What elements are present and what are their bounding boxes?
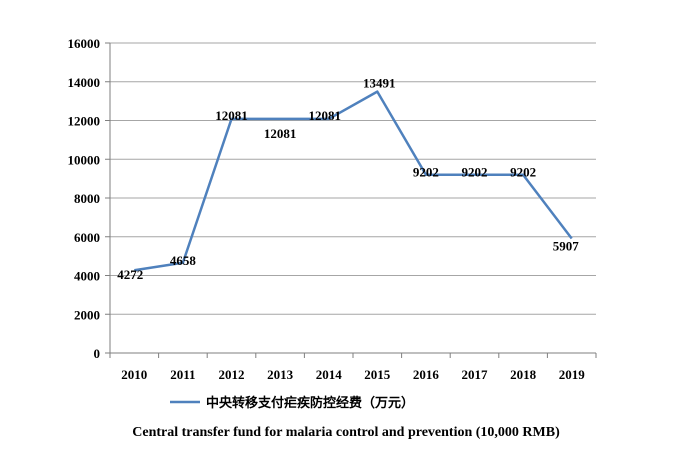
legend: 中央转移支付疟疾防控经费（万元） — [170, 395, 414, 411]
chart-caption: Central transfer fund for malaria contro… — [132, 425, 560, 440]
legend-label: 中央转移支付疟疾防控经费（万元） — [206, 395, 414, 411]
y-tick-label: 4000 — [74, 269, 100, 284]
y-tick-label: 14000 — [68, 75, 101, 90]
x-tick-label: 2010 — [121, 367, 147, 382]
y-tick-label: 12000 — [68, 114, 101, 129]
y-tick-label: 0 — [94, 346, 101, 361]
data-labels: 4272 4658 12081 12081 12081 13491 9202 9202 9202… — [117, 76, 579, 283]
y-axis-ticks: 0 2000 4000 6000 8000 10000 12000 14000 16000 — [68, 36, 110, 361]
y-tick-label: 2000 — [74, 307, 100, 322]
x-tick-label: 2019 — [559, 367, 586, 382]
x-tick-label: 2012 — [219, 367, 245, 382]
x-tick-label: 2018 — [510, 367, 537, 382]
y-tick-label: 16000 — [68, 36, 101, 51]
x-tick-label: 2013 — [267, 367, 294, 382]
x-tick-label: 2017 — [462, 367, 489, 382]
y-tick-label: 6000 — [74, 230, 100, 245]
y-tick-label: 8000 — [74, 191, 100, 206]
data-label: 13491 — [363, 76, 396, 91]
data-label: 9202 — [413, 165, 439, 180]
x-tick-label: 2015 — [364, 367, 391, 382]
x-tick-label: 2011 — [170, 367, 195, 382]
series-group — [134, 90, 573, 272]
data-label: 12081 — [215, 108, 248, 123]
data-label: 12081 — [308, 108, 341, 123]
data-label: 4658 — [170, 253, 197, 268]
data-label: 5907 — [553, 239, 580, 254]
x-tick-label: 2016 — [413, 367, 440, 382]
x-tick-label: 2014 — [316, 367, 343, 382]
series-line-0 — [134, 90, 573, 272]
data-label: 4272 — [117, 267, 143, 282]
data-label: 9202 — [462, 165, 488, 180]
x-axis-ticks: 2010 2011 2012 2013 2014 2015 2016 2017 2018 2019 — [109, 353, 597, 382]
data-label: 12081 — [264, 126, 297, 141]
data-label: 9202 — [510, 165, 536, 180]
y-tick-label: 10000 — [68, 152, 101, 167]
